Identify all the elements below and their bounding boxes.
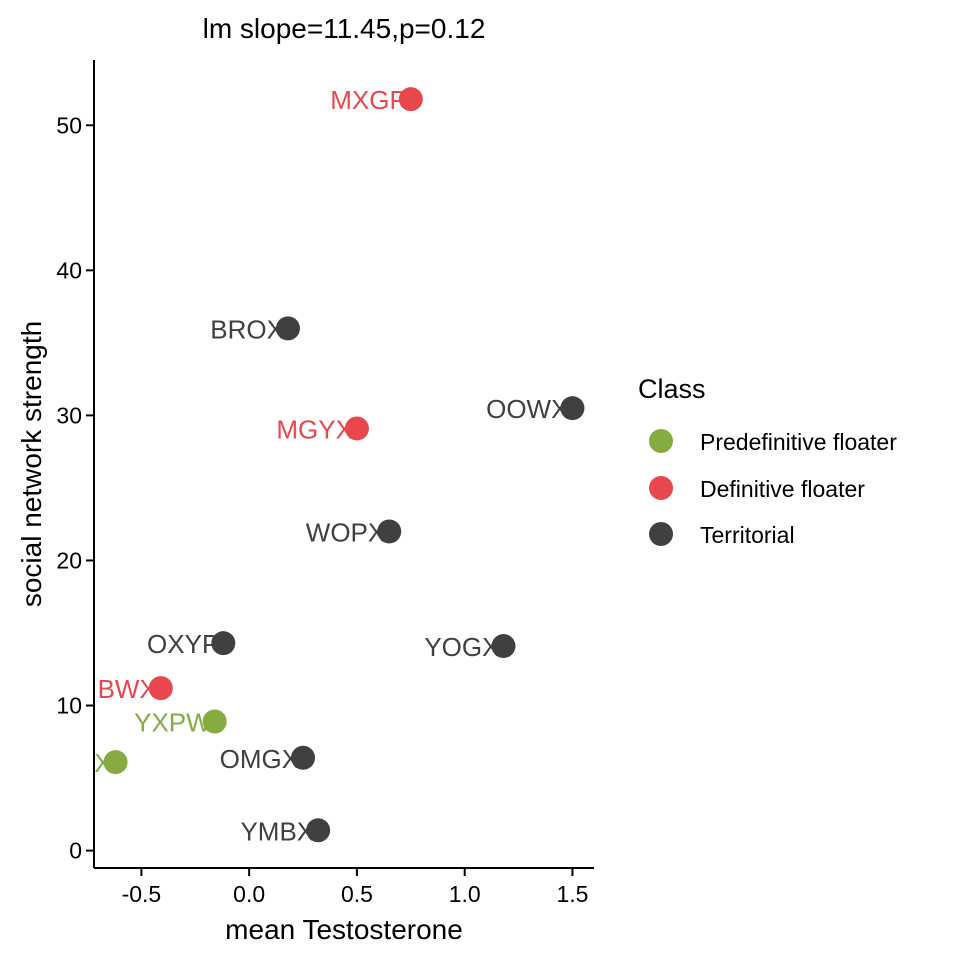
x-tick-label: 0.0 [233,881,265,907]
x-axis-title: mean Testosterone [225,914,463,945]
x-tick-label: 1.0 [449,881,481,907]
legend-label-2: Territorial [700,522,795,548]
legend-item-0: Predefinitive floater [649,429,897,455]
legend-key-2 [649,522,673,546]
data-point [306,818,331,843]
legend-label-1: Definitive floater [700,476,865,502]
y-tick-label: 0 [69,838,82,864]
y-tick-label: 40 [56,257,82,283]
data-point [103,750,128,775]
y-axis-title: social network strength [16,321,47,607]
data-point [275,316,300,341]
x-tick-label: -0.5 [122,881,162,907]
x-tick-label: 1.5 [556,881,588,907]
point-label: OMGX [220,744,299,774]
point-label: OXYP [147,629,219,659]
point-label: WOPX [306,517,385,547]
point-label: MGYX [276,414,353,444]
data-point [377,519,402,544]
chart-title: lm slope=11.45,p=0.12 [203,13,486,44]
legend-title: Class [638,374,706,404]
point-label: YXPW [134,707,211,737]
legend-key-1 [649,476,673,500]
legend-label-0: Predefinitive floater [700,429,897,455]
data-point [291,745,316,770]
legend-item-1: Definitive floater [649,476,865,502]
y-tick-label: 10 [56,693,82,719]
point-label: YOGX [424,632,499,662]
data-point [344,416,369,441]
data-point [398,87,423,112]
point-label: OOWX [486,394,568,424]
data-point [202,709,227,734]
data-point [560,396,585,421]
legend: Class Predefinitive floater Definitive f… [638,374,897,548]
point-label: YMBX [240,816,314,846]
data-point [211,631,236,656]
data-point [491,634,516,659]
point-label: BROX [210,314,284,344]
x-axis-ticks: -0.5 0.0 0.5 1.0 1.5 [122,868,588,907]
y-tick-label: 50 [56,112,82,138]
legend-item-2: Territorial [649,522,795,548]
legend-key-0 [649,429,673,453]
point-label: BWX [98,674,157,704]
y-tick-label: 30 [56,402,82,428]
y-tick-label: 20 [56,547,82,573]
y-axis-ticks: 0 10 20 30 40 50 [56,112,94,864]
point-label: MXGP [330,85,407,115]
x-tick-label: 0.5 [341,881,373,907]
data-point [148,676,173,701]
